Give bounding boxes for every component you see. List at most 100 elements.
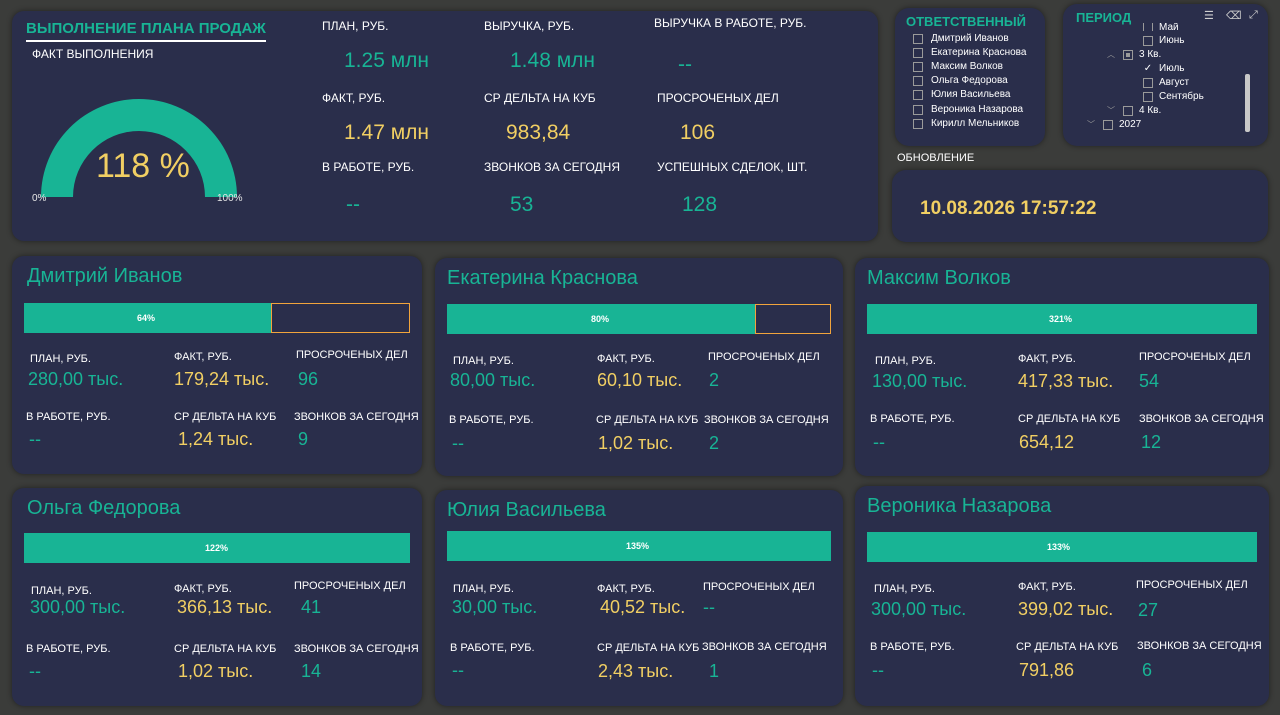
- calls-value: 9: [298, 429, 309, 449]
- in-work-value: --: [873, 432, 885, 452]
- overdue-label: ПРОСРОЧЕНЫХ ДЕЛ: [708, 351, 820, 363]
- period-option[interactable]: ✓ Июль: [1143, 62, 1185, 74]
- owner-option[interactable]: Ольга Федорова: [913, 75, 1008, 86]
- calls-value: 14: [301, 661, 322, 681]
- overdue-value: 54: [1139, 371, 1160, 391]
- in-work-label: В РАБОТЕ, РУБ.: [26, 643, 111, 655]
- avg-delta-value: 1,02 тыс.: [178, 661, 254, 681]
- fact-value: 1.47 млн: [344, 121, 429, 144]
- overdue-value: 41: [301, 597, 322, 617]
- in-work-label: В РАБОТЕ, РУБ.: [870, 413, 955, 425]
- owner-option[interactable]: Юлия Васильева: [913, 89, 1010, 100]
- period-quarter[interactable]: ﹀ 4 Кв.: [1107, 105, 1162, 116]
- checkbox[interactable]: [913, 104, 923, 115]
- fact-label: ФАКТ, РУБ.: [174, 583, 232, 595]
- checkmark-icon[interactable]: ✓: [1143, 62, 1153, 74]
- period-filter: ПЕРИОД ☰ ⌫ ⤢ Май Июнь ︿ 3 Кв. ✓ Июль Авгус…: [1063, 4, 1268, 146]
- calls-label: ЗВОНКОВ ЗА СЕГОДНЯ: [1139, 413, 1264, 425]
- checkbox[interactable]: [913, 75, 923, 86]
- fact-value: 366,13 тыс.: [177, 597, 273, 617]
- overdue-label: ПРОСРОЧЕНЫХ ДЕЛ: [296, 349, 408, 361]
- calls-value: 1: [709, 661, 720, 681]
- period-option[interactable]: Июнь: [1143, 35, 1184, 46]
- chevron-down-icon[interactable]: ﹀: [1087, 120, 1095, 129]
- progress-label: 64%: [137, 313, 156, 323]
- calls-value: 6: [1142, 660, 1153, 680]
- plan-label: ПЛАН, РУБ.: [322, 19, 389, 33]
- period-option[interactable]: Август: [1143, 77, 1189, 88]
- overdue-value: 106: [680, 121, 716, 144]
- progress-label: 80%: [591, 314, 610, 324]
- progress-bar: 122%: [24, 533, 410, 563]
- avg-delta-value: 791,86: [1019, 660, 1075, 680]
- fact-label: ФАКТ, РУБ.: [174, 351, 232, 363]
- overdue-label: ПРОСРОЧЕНЫХ ДЕЛ: [294, 580, 406, 592]
- avg-delta-label: СР ДЕЛЬТА НА КУБ: [174, 643, 277, 655]
- calls-value: 2: [709, 433, 720, 453]
- calls-label: ЗВОНКОВ ЗА СЕГОДНЯ: [702, 641, 827, 653]
- in-work-label: В РАБОТЕ, РУБ.: [322, 160, 415, 174]
- employee-card: Вероника Назарова 133% ПЛАН, РУБ. 300,00…: [855, 486, 1269, 706]
- progress-fill: [24, 303, 271, 333]
- plan-label: ПЛАН, РУБ.: [875, 355, 936, 367]
- employee-name: Вероника Назарова: [867, 495, 1052, 517]
- owner-option[interactable]: Вероника Назарова: [913, 104, 1023, 115]
- employee-card: Дмитрий Иванов 64% ПЛАН, РУБ. 280,00 тыс…: [12, 256, 422, 474]
- in-work-label: В РАБОТЕ, РУБ.: [870, 641, 955, 653]
- owner-filter: ОТВЕТСТВЕННЫЙ Дмитрий Иванов Екатерина К…: [895, 8, 1045, 146]
- filter-icon[interactable]: ☰: [1204, 10, 1214, 22]
- gauge-title: ФАКТ ВЫПОЛНЕНИЯ: [32, 47, 154, 61]
- plan-value: 130,00 тыс.: [872, 371, 968, 391]
- overdue-label: ПРОСРОЧЕНЫХ ДЕЛ: [1139, 351, 1251, 363]
- avg-delta-label: СР ДЕЛЬТА НА КУБ: [1016, 641, 1119, 653]
- plan-value: 300,00 тыс.: [30, 597, 126, 617]
- fact-label: ФАКТ, РУБ.: [1018, 581, 1076, 593]
- chevron-down-icon[interactable]: ﹀: [1107, 106, 1115, 115]
- scrollbar[interactable]: [1245, 74, 1250, 132]
- plan-label: ПЛАН, РУБ.: [453, 355, 514, 367]
- sales-plan-panel: ВЫПОЛНЕНИЕ ПЛАНА ПРОДАЖ ФАКТ ВЫПОЛНЕНИЯ …: [12, 11, 878, 241]
- progress-bar: 80%: [447, 304, 831, 334]
- progress-fill: [447, 304, 755, 334]
- checkbox[interactable]: [913, 47, 923, 58]
- period-option[interactable]: Май: [1143, 23, 1179, 31]
- in-work-value: --: [29, 429, 41, 449]
- progress-bar: 133%: [867, 532, 1257, 562]
- calls-label: ЗВОНКОВ ЗА СЕГОДНЯ: [294, 411, 419, 423]
- progress-label: 133%: [1047, 542, 1071, 552]
- period-filter-title: ПЕРИОД: [1076, 10, 1132, 25]
- progress-fill: [867, 304, 1257, 334]
- period-year[interactable]: ﹀ 2027: [1087, 119, 1142, 130]
- checkbox[interactable]: [913, 33, 923, 44]
- checkbox[interactable]: [913, 89, 923, 100]
- in-work-value: --: [872, 660, 884, 680]
- eraser-icon[interactable]: ⌫: [1226, 10, 1242, 22]
- expand-icon[interactable]: ⤢: [1249, 9, 1258, 21]
- plan-label: ПЛАН, РУБ.: [31, 585, 92, 597]
- period-quarter[interactable]: ︿ 3 Кв.: [1107, 49, 1162, 60]
- owner-option[interactable]: Екатерина Краснова: [913, 47, 1026, 58]
- revenue-in-work-label: ВЫРУЧКА В РАБОТЕ, РУБ.: [654, 16, 807, 30]
- period-option[interactable]: Сентябрь: [1143, 91, 1204, 102]
- employee-name: Максим Волков: [867, 267, 1011, 289]
- chevron-up-icon[interactable]: ︿: [1107, 50, 1115, 59]
- owner-option[interactable]: Дмитрий Иванов: [913, 33, 1009, 44]
- update-timestamp: 10.08.2026 17:57:22: [920, 198, 1097, 219]
- plan-label: ПЛАН, РУБ.: [874, 583, 935, 595]
- checkbox[interactable]: [913, 61, 923, 72]
- fact-value: 417,33 тыс.: [1018, 371, 1114, 391]
- owner-option[interactable]: Кирилл Мельников: [913, 118, 1019, 129]
- target-marker: [271, 303, 410, 333]
- employee-name: Екатерина Краснова: [447, 267, 638, 289]
- plan-value: 280,00 тыс.: [28, 369, 124, 389]
- update-label: ОБНОВЛЕНИЕ: [897, 152, 975, 164]
- update-panel: 10.08.2026 17:57:22: [892, 170, 1268, 242]
- fact-label: ФАКТ, РУБ.: [1018, 353, 1076, 365]
- employee-name: Ольга Федорова: [27, 497, 181, 519]
- fact-value: 40,52 тыс.: [600, 597, 686, 617]
- employee-card: Ольга Федорова 122% ПЛАН, РУБ. 300,00 ты…: [12, 488, 422, 706]
- checkbox[interactable]: [913, 118, 923, 129]
- owner-option[interactable]: Максим Волков: [913, 61, 1003, 72]
- in-work-label: В РАБОТЕ, РУБ.: [450, 642, 535, 654]
- avg-delta-label: СР ДЕЛЬТА НА КУБ: [174, 411, 277, 423]
